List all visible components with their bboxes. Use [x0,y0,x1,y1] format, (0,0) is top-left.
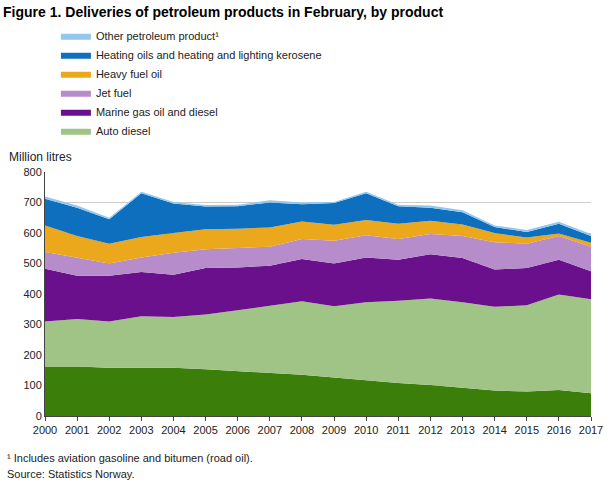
svg-text:2002: 2002 [97,424,121,436]
svg-text:2017: 2017 [579,424,603,436]
svg-text:2006: 2006 [225,424,249,436]
svg-text:Million litres: Million litres [9,150,72,164]
svg-text:2007: 2007 [258,424,282,436]
svg-text:2008: 2008 [290,424,314,436]
svg-text:¹ Includes aviation gasoline a: ¹ Includes aviation gasoline and bitumen… [7,452,253,464]
svg-text:2005: 2005 [193,424,217,436]
svg-text:Heating oils and heating and l: Heating oils and heating and lighting ke… [96,49,322,61]
svg-text:Auto diesel: Auto diesel [96,125,150,137]
svg-text:100: 100 [23,379,41,391]
svg-text:Figure 1. Deliveries of petrol: Figure 1. Deliveries of petroleum produc… [3,4,443,20]
svg-text:2014: 2014 [482,424,506,436]
svg-text:400: 400 [23,288,41,300]
svg-text:2009: 2009 [322,424,346,436]
svg-text:800: 800 [23,166,41,178]
svg-text:2001: 2001 [65,424,89,436]
svg-text:2012: 2012 [418,424,442,436]
svg-text:2010: 2010 [354,424,378,436]
svg-text:2000: 2000 [33,424,57,436]
svg-text:700: 700 [23,196,41,208]
svg-text:600: 600 [23,227,41,239]
svg-text:2003: 2003 [129,424,153,436]
svg-text:Source: Statistics Norway.: Source: Statistics Norway. [7,468,135,480]
svg-text:Heavy fuel oil: Heavy fuel oil [96,68,162,80]
svg-text:300: 300 [23,318,41,330]
svg-text:500: 500 [23,257,41,269]
svg-text:2011: 2011 [386,424,410,436]
svg-text:2016: 2016 [547,424,571,436]
svg-text:2015: 2015 [515,424,539,436]
svg-text:Jet fuel: Jet fuel [96,87,131,99]
svg-text:2013: 2013 [450,424,474,436]
svg-text:Marine gas oil and diesel: Marine gas oil and diesel [96,106,218,118]
svg-text:2004: 2004 [161,424,185,436]
svg-text:200: 200 [23,349,41,361]
svg-text:0: 0 [36,410,42,422]
svg-text:Other petroleum product¹: Other petroleum product¹ [96,30,219,42]
